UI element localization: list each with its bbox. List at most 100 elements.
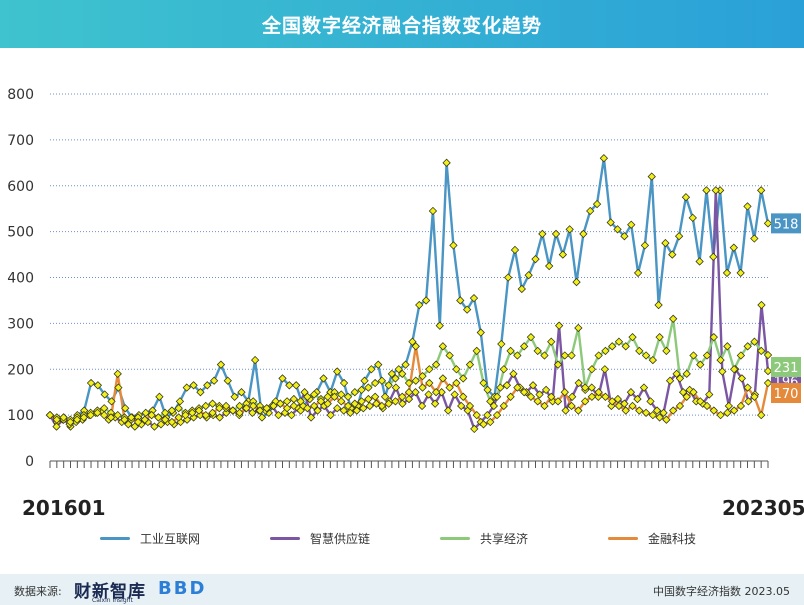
series-point-0 bbox=[750, 234, 759, 243]
end-label-box-0 bbox=[771, 213, 801, 234]
series-point-3 bbox=[377, 401, 387, 411]
legend-item-fintech: 金融科技 bbox=[608, 528, 696, 548]
series-point-3 bbox=[689, 388, 698, 397]
series-point-0 bbox=[209, 376, 219, 385]
series-point-0 bbox=[647, 172, 656, 181]
series-point-1 bbox=[613, 394, 623, 404]
series-point-3 bbox=[614, 401, 624, 411]
series-point-1 bbox=[339, 406, 348, 415]
series-point-0 bbox=[401, 360, 410, 369]
series-point-3 bbox=[472, 410, 481, 420]
series-point-3 bbox=[580, 397, 590, 406]
series-point-0 bbox=[456, 296, 465, 305]
series-point-1 bbox=[156, 420, 166, 429]
x-axis bbox=[49, 460, 769, 468]
series-point-2 bbox=[553, 360, 563, 369]
series-point-2 bbox=[567, 351, 576, 360]
series-point-2 bbox=[384, 381, 393, 390]
series-point-0 bbox=[278, 374, 287, 383]
series-point-3 bbox=[276, 399, 285, 408]
legend-item-industrial-internet: 工业互联网 bbox=[100, 528, 200, 548]
series-point-0 bbox=[408, 337, 417, 346]
series-point-1 bbox=[541, 385, 551, 395]
series-point-3 bbox=[655, 413, 664, 422]
series-point-1 bbox=[365, 401, 375, 411]
series-point-0 bbox=[688, 213, 697, 223]
series-point-3 bbox=[350, 399, 359, 408]
series-point-3 bbox=[154, 413, 163, 422]
series-point-2 bbox=[472, 346, 481, 356]
series-point-2 bbox=[303, 392, 312, 401]
series-point-1 bbox=[222, 408, 231, 417]
series-point-1 bbox=[744, 397, 753, 406]
series-point-1 bbox=[352, 406, 361, 415]
series-point-3 bbox=[465, 401, 475, 411]
series-point-2 bbox=[337, 390, 346, 399]
series-point-0 bbox=[435, 321, 444, 330]
series-point-3 bbox=[140, 415, 149, 424]
y-tick-label: 400 bbox=[7, 271, 34, 287]
series-point-1 bbox=[306, 413, 316, 422]
series-point-1 bbox=[711, 186, 720, 195]
series-point-3 bbox=[208, 408, 217, 417]
series-point-0 bbox=[579, 229, 588, 239]
series-point-1 bbox=[457, 401, 466, 411]
series-point-2 bbox=[438, 342, 448, 351]
series-point-0 bbox=[736, 268, 745, 278]
legend-item-sharing-economy: 共享经济 bbox=[440, 528, 528, 548]
series-point-0 bbox=[203, 381, 212, 390]
series-point-0 bbox=[237, 388, 246, 397]
series-point-1 bbox=[372, 399, 381, 408]
series-point-3 bbox=[181, 410, 190, 420]
series-point-2 bbox=[506, 346, 515, 356]
series-markers bbox=[45, 154, 773, 434]
series-point-3 bbox=[45, 410, 55, 420]
series-point-1 bbox=[359, 404, 368, 413]
series-point-1 bbox=[672, 369, 681, 379]
series-point-2 bbox=[167, 406, 177, 415]
series-point-0 bbox=[517, 284, 526, 294]
end-label-0: 518 bbox=[774, 217, 799, 232]
series-point-3 bbox=[702, 401, 712, 411]
y-axis-ticks: 0 100 200 300 400 500 600 700 800 bbox=[7, 87, 34, 470]
series-point-1 bbox=[678, 388, 688, 397]
series-point-0 bbox=[223, 376, 232, 385]
series-point-2 bbox=[696, 360, 705, 369]
series-point-3 bbox=[452, 378, 461, 388]
y-tick-label: 500 bbox=[7, 225, 34, 241]
series-point-3 bbox=[608, 397, 617, 406]
series-point-3 bbox=[235, 408, 244, 417]
series-point-3 bbox=[492, 410, 502, 420]
series-point-0 bbox=[175, 397, 185, 406]
series-point-2 bbox=[519, 342, 529, 351]
series-point-0 bbox=[189, 381, 198, 390]
y-tick-label: 100 bbox=[7, 408, 34, 424]
series-point-3 bbox=[228, 406, 238, 415]
series-point-2 bbox=[580, 383, 590, 392]
legend-swatch bbox=[270, 536, 300, 540]
series-point-0 bbox=[387, 369, 397, 379]
series-point-3 bbox=[648, 410, 658, 420]
series-point-3 bbox=[66, 417, 75, 427]
series-point-0 bbox=[93, 381, 103, 390]
footer: 数据来源: 财新智库 Caixin Insight BBD 中国数字经济指数 2… bbox=[0, 574, 804, 605]
series-point-0 bbox=[121, 404, 130, 413]
series-point-3 bbox=[635, 406, 644, 415]
series-point-3 bbox=[330, 392, 339, 401]
series-point-0 bbox=[394, 365, 403, 374]
series-point-1 bbox=[665, 376, 675, 385]
series-point-0 bbox=[216, 360, 226, 369]
series-point-2 bbox=[343, 392, 353, 401]
series-point-3 bbox=[215, 404, 224, 413]
series-point-0 bbox=[586, 206, 595, 216]
series-point-2 bbox=[377, 376, 387, 385]
series-point-1 bbox=[568, 392, 577, 401]
series-point-3 bbox=[513, 383, 522, 392]
series-point-3 bbox=[398, 392, 407, 401]
series-point-2 bbox=[675, 374, 685, 383]
series-point-1 bbox=[398, 399, 407, 408]
series-point-2 bbox=[391, 374, 400, 383]
series-point-3 bbox=[391, 397, 400, 406]
series-point-1 bbox=[404, 394, 414, 404]
